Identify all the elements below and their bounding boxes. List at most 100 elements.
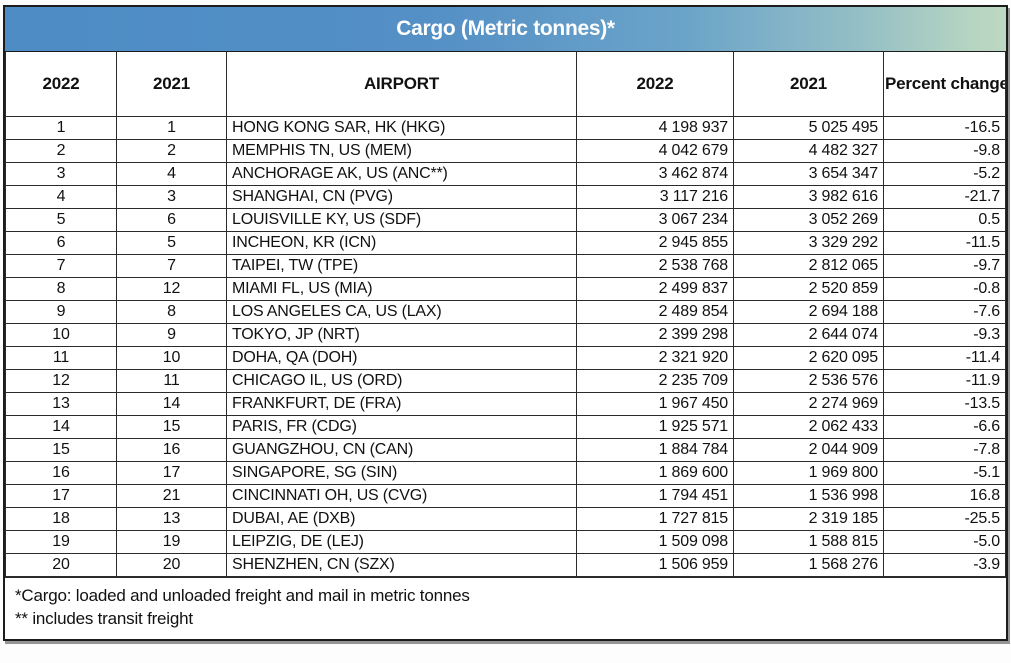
rank-2022-cell: 3: [5, 162, 117, 186]
cargo-2021-cell: 1 588 815: [733, 530, 884, 554]
table-row: 13 14 FRANKFURT, DE (FRA) 1 967 450 2 27…: [5, 392, 1006, 416]
cargo-table-body: 1 1 HONG KONG SAR, HK (HKG) 4 198 937 5 …: [5, 116, 1006, 577]
cargo-table-frame: Cargo (Metric tonnes)* 2022 2021 AIRPORT…: [3, 5, 1008, 642]
rank-2022-cell: 20: [5, 553, 117, 577]
percent-change-cell: -11.4: [883, 346, 1006, 370]
rank-2021-cell: 13: [116, 507, 227, 531]
airport-cell: GUANGZHOU, CN (CAN): [226, 438, 577, 462]
table-row: 3 4 ANCHORAGE AK, US (ANC**) 3 462 874 3…: [5, 162, 1006, 186]
cargo-2021-cell: 2 044 909: [733, 438, 884, 462]
percent-change-cell: -11.5: [883, 231, 1006, 255]
cargo-2022-cell: 4 198 937: [576, 116, 734, 140]
header-airport: AIRPORT: [226, 51, 577, 117]
percent-change-cell: -3.9: [883, 553, 1006, 577]
rank-2022-cell: 8: [5, 277, 117, 301]
cargo-2022-cell: 2 399 298: [576, 323, 734, 347]
table-row: 12 11 CHICAGO IL, US (ORD) 2 235 709 2 5…: [5, 369, 1006, 393]
table-row: 18 13 DUBAI, AE (DXB) 1 727 815 2 319 18…: [5, 507, 1006, 531]
percent-change-cell: -0.8: [883, 277, 1006, 301]
percent-change-cell: -7.8: [883, 438, 1006, 462]
rank-2021-cell: 3: [116, 185, 227, 209]
airport-cell: DUBAI, AE (DXB): [226, 507, 577, 531]
rank-2022-cell: 16: [5, 461, 117, 485]
cargo-table: 2022 2021 AIRPORT 2022 2021 Percent chan…: [5, 51, 1006, 577]
rank-2022-cell: 9: [5, 300, 117, 324]
header-cargo-2022: 2022: [576, 51, 734, 117]
rank-2022-cell: 13: [5, 392, 117, 416]
percent-change-cell: -5.2: [883, 162, 1006, 186]
table-title: Cargo (Metric tonnes)*: [396, 17, 615, 40]
rank-2021-cell: 19: [116, 530, 227, 554]
header-cargo-2021: 2021: [733, 51, 884, 117]
cargo-2021-cell: 5 025 495: [733, 116, 884, 140]
cargo-2021-cell: 2 520 859: [733, 277, 884, 301]
header-rank-2022: 2022: [5, 51, 117, 117]
table-row: 11 10 DOHA, QA (DOH) 2 321 920 2 620 095…: [5, 346, 1006, 370]
rank-2022-cell: 2: [5, 139, 117, 163]
cargo-2021-cell: 2 644 074: [733, 323, 884, 347]
cargo-2021-cell: 2 694 188: [733, 300, 884, 324]
airport-cell: HONG KONG SAR, HK (HKG): [226, 116, 577, 140]
table-row: 6 5 INCHEON, KR (ICN) 2 945 855 3 329 29…: [5, 231, 1006, 255]
airport-cell: MEMPHIS TN, US (MEM): [226, 139, 577, 163]
cargo-2021-cell: 2 536 576: [733, 369, 884, 393]
footnote-cargo-definition: *Cargo: loaded and unloaded freight and …: [15, 586, 470, 605]
cargo-2021-cell: 1 969 800: [733, 461, 884, 485]
cargo-2021-cell: 1 568 276: [733, 553, 884, 577]
cargo-2022-cell: 1 794 451: [576, 484, 734, 508]
cargo-2022-cell: 2 235 709: [576, 369, 734, 393]
percent-change-cell: -5.1: [883, 461, 1006, 485]
cargo-2021-cell: 3 052 269: [733, 208, 884, 232]
table-row: 14 15 PARIS, FR (CDG) 1 925 571 2 062 43…: [5, 415, 1006, 439]
airport-cell: CHICAGO IL, US (ORD): [226, 369, 577, 393]
rank-2022-cell: 15: [5, 438, 117, 462]
rank-2022-cell: 5: [5, 208, 117, 232]
airport-cell: LOS ANGELES CA, US (LAX): [226, 300, 577, 324]
airport-cell: CINCINNATI OH, US (CVG): [226, 484, 577, 508]
cargo-2021-cell: 2 620 095: [733, 346, 884, 370]
airport-cell: LOUISVILLE KY, US (SDF): [226, 208, 577, 232]
percent-change-cell: -25.5: [883, 507, 1006, 531]
rank-2021-cell: 10: [116, 346, 227, 370]
cargo-2021-cell: 2 274 969: [733, 392, 884, 416]
table-row: 5 6 LOUISVILLE KY, US (SDF) 3 067 234 3 …: [5, 208, 1006, 232]
table-row: 4 3 SHANGHAI, CN (PVG) 3 117 216 3 982 6…: [5, 185, 1006, 209]
table-row: 8 12 MIAMI FL, US (MIA) 2 499 837 2 520 …: [5, 277, 1006, 301]
table-row: 15 16 GUANGZHOU, CN (CAN) 1 884 784 2 04…: [5, 438, 1006, 462]
rank-2021-cell: 5: [116, 231, 227, 255]
rank-2022-cell: 18: [5, 507, 117, 531]
table-title-bar: Cargo (Metric tonnes)*: [5, 7, 1006, 51]
airport-cell: SHANGHAI, CN (PVG): [226, 185, 577, 209]
airport-cell: SHENZHEN, CN (SZX): [226, 553, 577, 577]
footnote-transit-freight: ** includes transit freight: [15, 608, 193, 628]
percent-change-cell: -9.3: [883, 323, 1006, 347]
rank-2022-cell: 6: [5, 231, 117, 255]
cargo-2022-cell: 3 117 216: [576, 185, 734, 209]
rank-2021-cell: 8: [116, 300, 227, 324]
airport-cell: INCHEON, KR (ICN): [226, 231, 577, 255]
rank-2022-cell: 4: [5, 185, 117, 209]
rank-2021-cell: 6: [116, 208, 227, 232]
rank-2022-cell: 19: [5, 530, 117, 554]
rank-2021-cell: 2: [116, 139, 227, 163]
header-rank-2021: 2021: [116, 51, 227, 117]
cargo-2022-cell: 2 489 854: [576, 300, 734, 324]
table-row: 1 1 HONG KONG SAR, HK (HKG) 4 198 937 5 …: [5, 116, 1006, 140]
percent-change-cell: -9.8: [883, 139, 1006, 163]
cargo-2022-cell: 1 509 098: [576, 530, 734, 554]
rank-2021-cell: 17: [116, 461, 227, 485]
percent-change-cell: 0.5: [883, 208, 1006, 232]
cargo-2021-cell: 3 329 292: [733, 231, 884, 255]
cargo-2022-cell: 2 499 837: [576, 277, 734, 301]
percent-change-cell: -9.7: [883, 254, 1006, 278]
percent-change-cell: 16.8: [883, 484, 1006, 508]
rank-2021-cell: 11: [116, 369, 227, 393]
rank-2021-cell: 14: [116, 392, 227, 416]
rank-2022-cell: 10: [5, 323, 117, 347]
cargo-2022-cell: 1 967 450: [576, 392, 734, 416]
percent-change-cell: -6.6: [883, 415, 1006, 439]
rank-2021-cell: 12: [116, 277, 227, 301]
rank-2021-cell: 16: [116, 438, 227, 462]
percent-change-cell: -21.7: [883, 185, 1006, 209]
